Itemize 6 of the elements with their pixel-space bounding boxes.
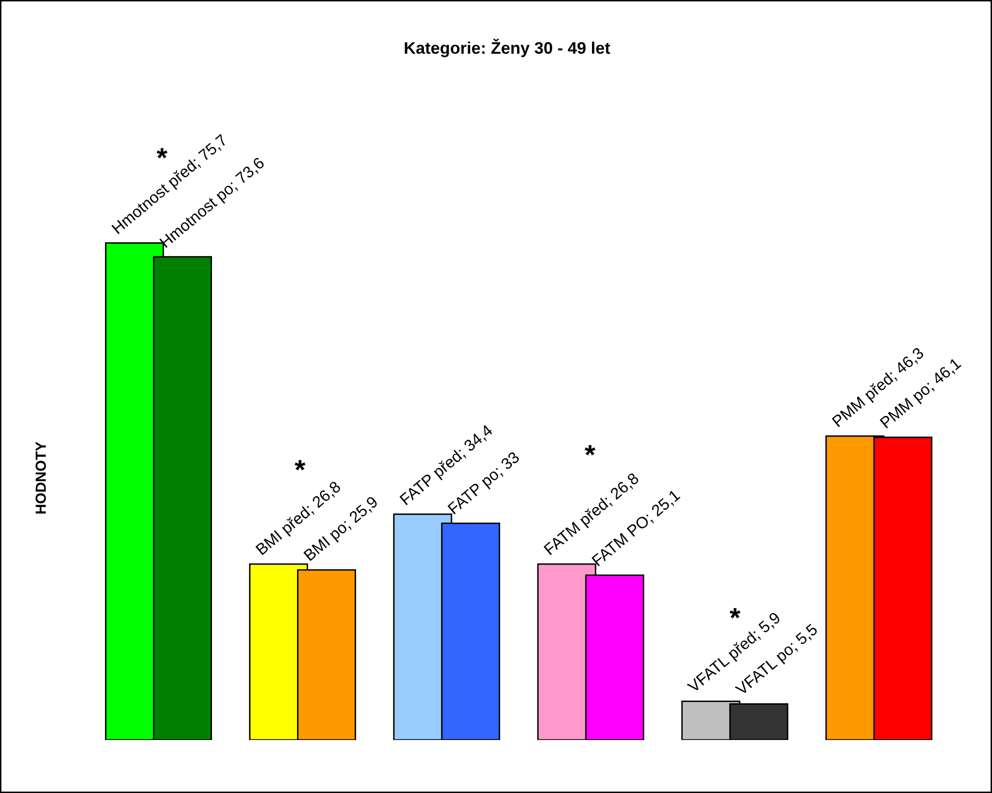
text: *	[156, 148, 168, 158]
annotation: *	[294, 460, 306, 470]
y-axis-title: HODNOTY	[36, 442, 46, 514]
annotation: *	[584, 445, 596, 456]
chart-title: Kategorie: Ženy 30 - 49 let	[404, 38, 610, 58]
annotation: *	[730, 608, 740, 618]
